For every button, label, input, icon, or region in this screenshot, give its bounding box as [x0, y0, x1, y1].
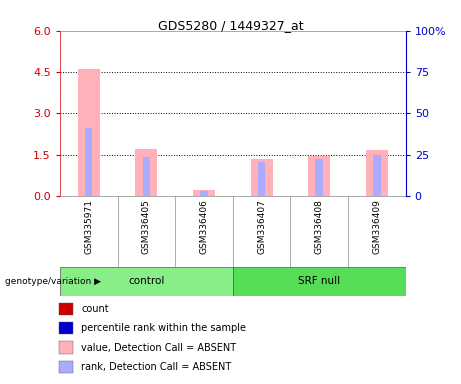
- Bar: [142, 157, 150, 196]
- Text: GSM336408: GSM336408: [315, 199, 324, 254]
- Text: control: control: [128, 276, 165, 286]
- Text: GSM336406: GSM336406: [200, 199, 208, 254]
- Text: percentile rank within the sample: percentile rank within the sample: [81, 323, 246, 333]
- Text: genotype/variation ▶: genotype/variation ▶: [5, 277, 100, 286]
- Bar: [85, 128, 93, 196]
- Bar: [59, 322, 73, 334]
- Bar: [200, 191, 208, 196]
- Text: value, Detection Call = ABSENT: value, Detection Call = ABSENT: [81, 343, 236, 353]
- Bar: [308, 156, 330, 196]
- Bar: [315, 159, 323, 196]
- Bar: [59, 303, 73, 315]
- Text: GSM335971: GSM335971: [84, 199, 93, 254]
- Text: rank, Detection Call = ABSENT: rank, Detection Call = ABSENT: [81, 362, 231, 372]
- Bar: [59, 341, 73, 354]
- Bar: [193, 190, 215, 196]
- Bar: [366, 151, 388, 196]
- Bar: [59, 361, 73, 373]
- Bar: [136, 149, 157, 196]
- Bar: [258, 162, 266, 196]
- Text: GSM336405: GSM336405: [142, 199, 151, 254]
- Text: SRF null: SRF null: [298, 276, 340, 286]
- Bar: [78, 69, 100, 196]
- Bar: [233, 267, 406, 296]
- Text: GSM336409: GSM336409: [372, 199, 381, 254]
- Bar: [251, 159, 272, 196]
- Text: count: count: [81, 304, 109, 314]
- Bar: [373, 155, 381, 196]
- Text: GDS5280 / 1449327_at: GDS5280 / 1449327_at: [158, 19, 303, 32]
- Bar: [60, 267, 233, 296]
- Text: GSM336407: GSM336407: [257, 199, 266, 254]
